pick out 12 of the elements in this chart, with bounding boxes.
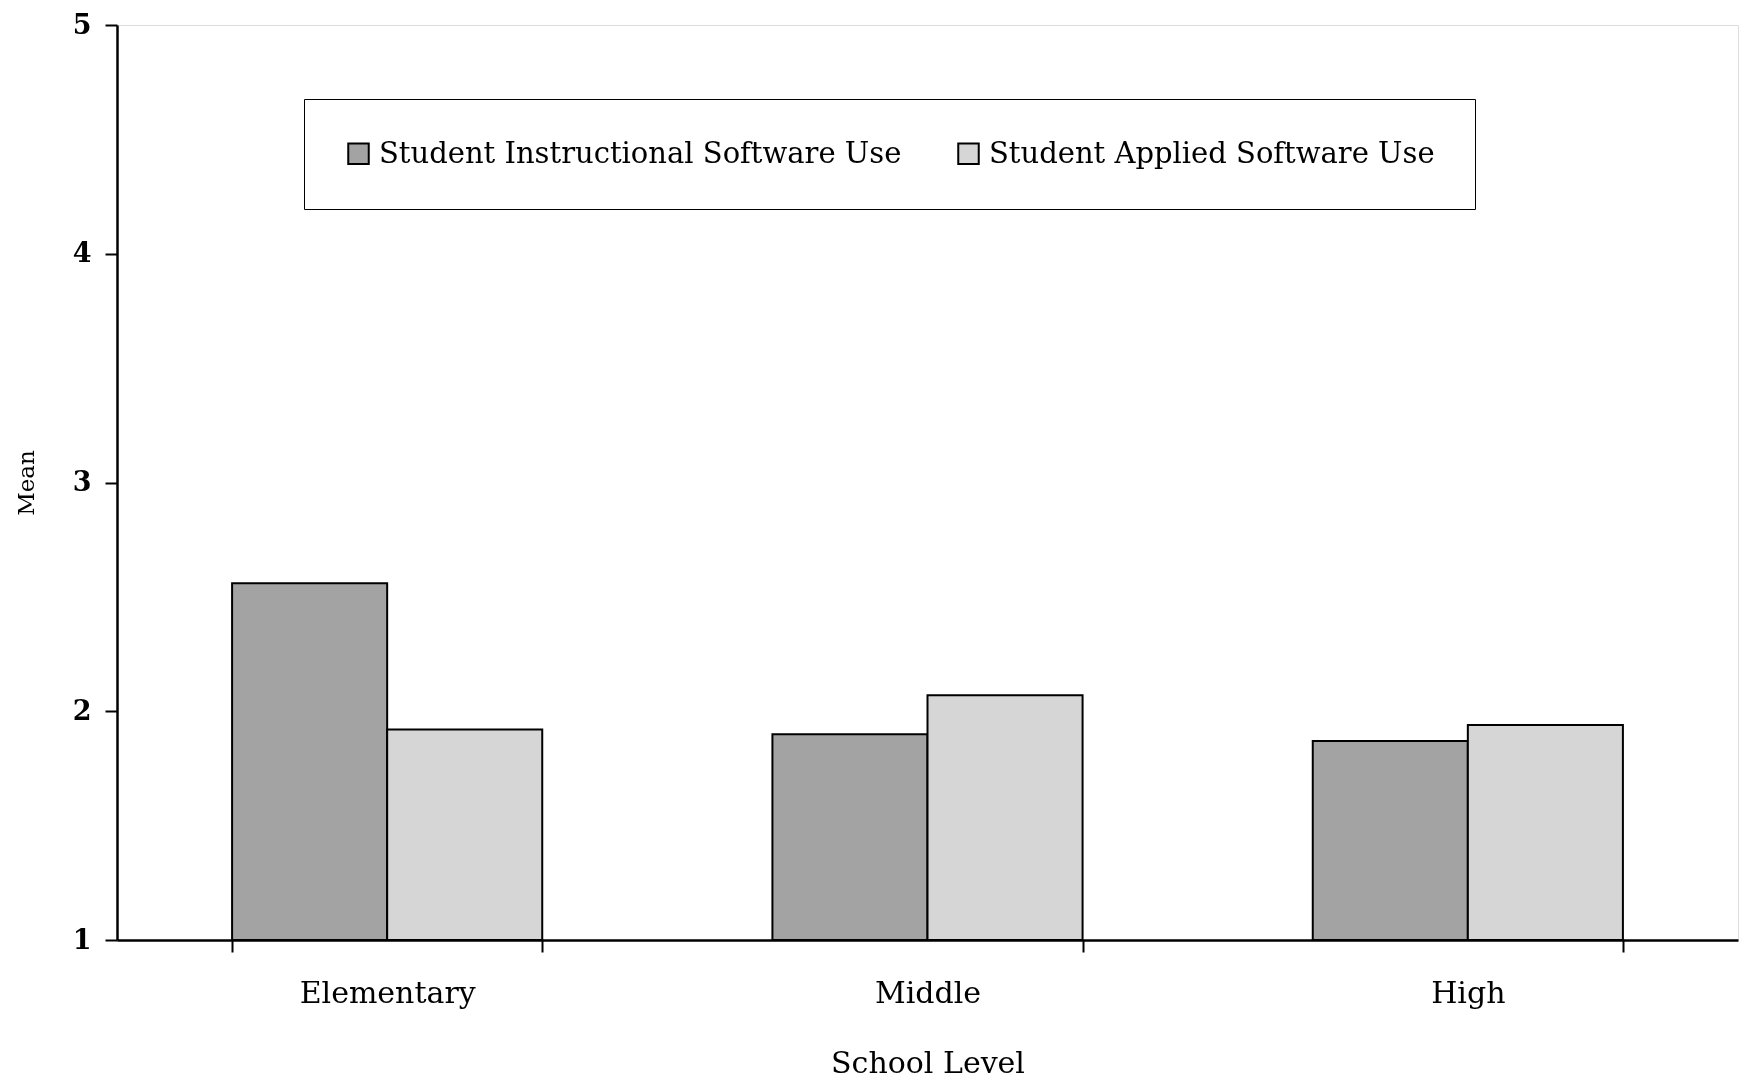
legend-label: Student Instructional Software Use bbox=[379, 135, 902, 170]
x-tick-label: High bbox=[1431, 974, 1506, 1010]
y-tick-label: 3 bbox=[72, 466, 92, 497]
y-tick-label: 1 bbox=[72, 923, 92, 955]
legend-label: Student Applied Software Use bbox=[989, 135, 1435, 170]
y-axis-title: Mean bbox=[12, 449, 39, 516]
y-tick-label: 5 bbox=[72, 8, 92, 40]
x-axis-title: School Level bbox=[831, 1044, 1025, 1080]
x-tick-label: Middle bbox=[874, 974, 982, 1010]
y-tick-label: 4 bbox=[72, 237, 92, 269]
x-tick-label: Elementary bbox=[299, 974, 476, 1010]
y-tick-label: 2 bbox=[72, 694, 92, 726]
